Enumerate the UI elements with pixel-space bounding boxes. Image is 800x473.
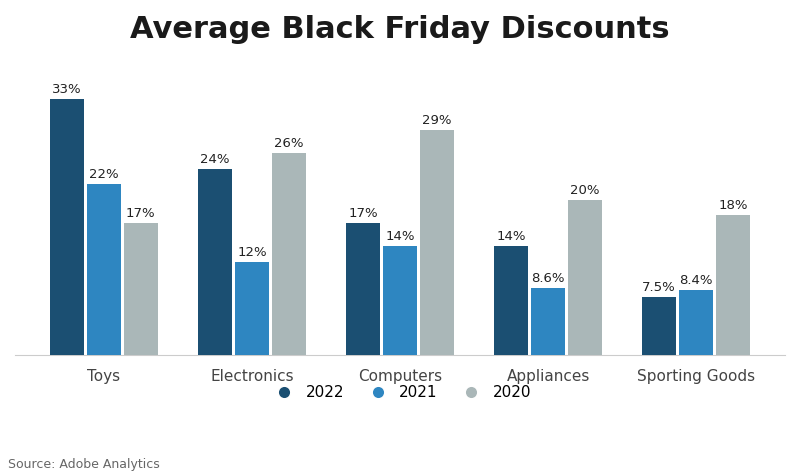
- Text: 12%: 12%: [237, 246, 266, 259]
- Text: 14%: 14%: [386, 230, 414, 243]
- Text: 33%: 33%: [52, 83, 82, 96]
- Title: Average Black Friday Discounts: Average Black Friday Discounts: [130, 15, 670, 44]
- Bar: [679, 290, 713, 355]
- Text: 17%: 17%: [126, 207, 156, 220]
- Bar: [383, 246, 417, 355]
- Legend: 2022, 2021, 2020: 2022, 2021, 2020: [263, 379, 537, 406]
- Bar: [235, 262, 269, 355]
- Text: 29%: 29%: [422, 114, 452, 127]
- Bar: [346, 223, 380, 355]
- Bar: [568, 200, 602, 355]
- Bar: [494, 246, 528, 355]
- Bar: [642, 297, 676, 355]
- Text: 26%: 26%: [274, 137, 304, 150]
- Text: 7.5%: 7.5%: [642, 280, 676, 294]
- Text: 18%: 18%: [718, 199, 748, 212]
- Bar: [198, 169, 232, 355]
- Bar: [420, 130, 454, 355]
- Bar: [124, 223, 158, 355]
- Text: Source: Adobe Analytics: Source: Adobe Analytics: [8, 458, 160, 471]
- Text: 8.4%: 8.4%: [679, 274, 713, 287]
- Bar: [272, 153, 306, 355]
- Text: 14%: 14%: [496, 230, 526, 243]
- Bar: [716, 215, 750, 355]
- Text: 22%: 22%: [89, 168, 118, 181]
- Text: 17%: 17%: [348, 207, 378, 220]
- Text: 8.6%: 8.6%: [531, 272, 565, 285]
- Bar: [87, 184, 121, 355]
- Text: 20%: 20%: [570, 184, 600, 197]
- Text: 24%: 24%: [200, 153, 230, 166]
- Bar: [50, 99, 84, 355]
- Bar: [531, 288, 565, 355]
